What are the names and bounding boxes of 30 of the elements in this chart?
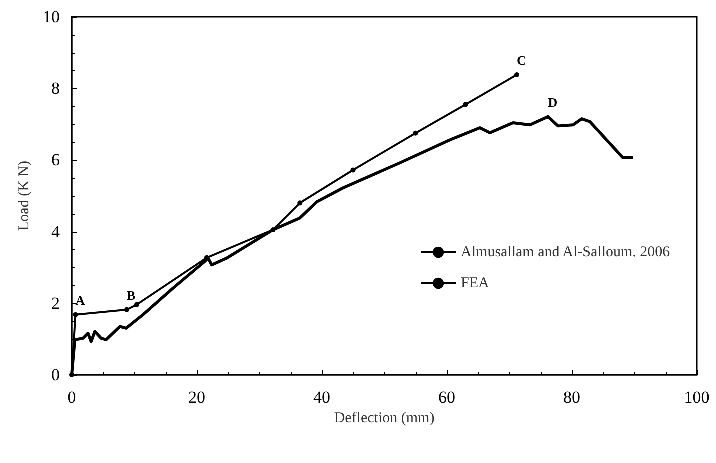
- x-tick-label: 20: [188, 388, 206, 407]
- x-tick-label: 40: [314, 388, 330, 407]
- y-tick-label: 10: [43, 8, 60, 26]
- point: [270, 228, 276, 233]
- y-axis-title: Load (K N): [16, 161, 32, 231]
- point: [73, 312, 78, 318]
- y-tick-label: 0: [52, 366, 60, 384]
- legend-label: FEA: [461, 276, 490, 292]
- point: [124, 307, 130, 312]
- point: [514, 72, 520, 78]
- y-tick-label: 2: [52, 294, 60, 313]
- y-tick-label: 4: [52, 222, 60, 242]
- x-tick-label: 80: [564, 388, 580, 407]
- point: [350, 168, 356, 173]
- point: [134, 302, 140, 308]
- x-axis-title: Deflection (mm): [334, 410, 435, 426]
- x-tick-label: 100: [684, 388, 710, 407]
- annotation: B: [127, 288, 136, 303]
- y-tick-label: 6: [52, 150, 60, 170]
- y-tick-label: 8: [52, 79, 60, 98]
- annotation: C: [517, 52, 526, 68]
- legend-label: Almusallam and Al-Salloum. 2006: [461, 244, 671, 260]
- point: [70, 372, 74, 378]
- point: [413, 130, 418, 136]
- x-tick-label: 0: [68, 388, 76, 407]
- point: [463, 102, 468, 108]
- x-tick-label: 60: [438, 388, 456, 407]
- annotation: A: [76, 292, 86, 308]
- point: [298, 200, 303, 206]
- annotation: D: [548, 94, 558, 110]
